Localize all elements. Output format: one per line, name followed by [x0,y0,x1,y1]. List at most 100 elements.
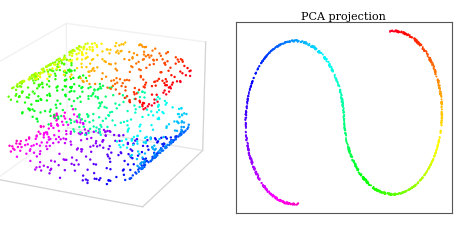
Point [426,59,433,62]
Point [355,171,362,174]
Point [259,60,267,63]
Point [371,188,378,191]
Point [438,119,446,123]
Point [282,202,289,205]
Point [252,172,260,176]
Point [260,185,268,188]
Point [419,46,427,50]
Point [430,65,438,69]
Point [340,107,348,111]
Point [381,192,388,195]
Point [435,139,443,142]
Point [433,146,441,150]
Point [429,64,437,67]
Point [245,148,252,152]
Point [394,30,401,33]
Point [337,92,344,95]
Point [337,90,344,93]
Point [438,93,445,96]
Point [436,87,444,91]
Point [398,191,406,194]
Point [242,113,249,117]
Point [437,130,445,133]
Point [261,185,269,188]
Point [328,67,336,71]
Point [252,170,260,174]
Point [430,66,438,69]
Point [438,95,445,98]
Point [436,136,443,139]
Point [314,51,322,54]
Point [279,200,286,203]
Point [438,117,445,121]
Point [428,162,435,166]
Point [363,181,371,185]
Point [242,134,250,138]
Point [385,192,392,195]
Point [437,91,445,94]
Point [334,84,342,88]
Point [244,101,251,105]
Point [261,186,269,190]
Point [361,178,368,181]
Point [352,165,360,168]
Point [277,199,284,203]
Point [254,67,262,71]
Point [340,109,347,112]
Point [430,154,438,158]
Point [316,50,323,54]
Point [285,40,293,44]
Point [421,174,428,177]
Point [437,92,444,96]
Point [416,43,423,46]
Point [261,185,268,189]
Point [338,94,345,98]
Point [425,166,433,170]
Point [321,56,329,60]
Point [244,98,251,102]
Point [303,42,310,46]
Point [372,187,380,191]
Point [414,182,422,185]
Point [431,152,439,155]
Point [291,203,299,207]
Point [251,166,258,170]
Point [426,59,433,62]
Point [260,57,268,61]
Point [431,71,439,75]
Point [386,193,394,197]
Point [414,181,422,185]
Point [434,144,442,147]
Point [435,139,443,142]
Point [247,85,255,88]
Point [361,178,369,182]
Point [412,183,420,187]
Point [371,187,378,191]
Point [315,51,322,55]
Point [380,191,388,195]
Point [427,163,435,166]
Point [334,82,342,86]
Point [411,38,418,42]
Point [389,192,397,196]
Point [260,59,268,62]
Point [245,149,252,152]
Point [247,158,255,161]
Point [344,145,352,149]
Point [365,183,373,187]
Point [354,168,361,172]
Point [242,125,250,128]
Point [438,121,445,125]
Point [243,138,251,142]
Point [276,199,284,202]
Point [416,44,423,48]
Point [438,119,446,123]
Point [290,203,298,207]
Point [338,94,345,98]
Point [388,193,395,197]
Point [248,162,256,166]
Point [419,48,426,52]
Point [349,159,356,162]
Point [419,176,426,180]
Point [331,74,339,77]
